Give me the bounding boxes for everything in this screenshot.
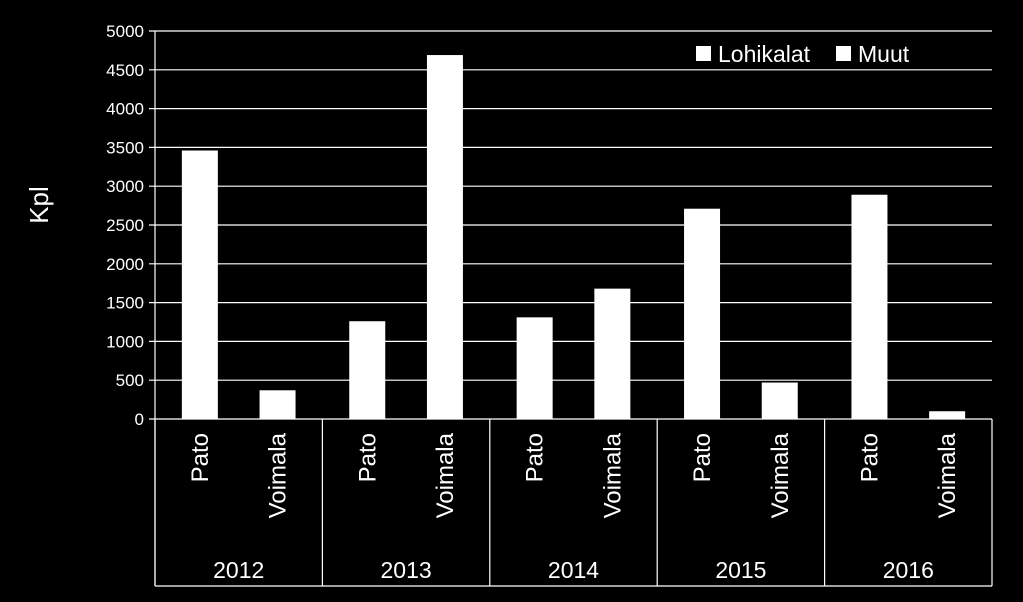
y-tick-label: 3500 bbox=[106, 138, 144, 157]
y-tick-label: 4500 bbox=[106, 61, 144, 80]
x-subcategory-label: Pato bbox=[522, 433, 549, 482]
y-axis-title: Kpl bbox=[24, 186, 54, 224]
x-group-label: 2015 bbox=[715, 557, 766, 583]
bar-lohikalat bbox=[516, 317, 553, 419]
legend: Lohikalat Muut bbox=[696, 41, 910, 67]
y-tick-label: 5000 bbox=[106, 22, 144, 41]
y-tick-label: 2000 bbox=[106, 255, 144, 274]
legend-swatch bbox=[696, 46, 711, 61]
x-subcategory-label: Pato bbox=[689, 433, 716, 482]
x-group-label: 2013 bbox=[381, 557, 432, 583]
y-tick-label: 1500 bbox=[106, 294, 144, 313]
x-subcategory-label: Voimala bbox=[265, 432, 292, 518]
x-subcategory-label: Pato bbox=[856, 433, 883, 482]
x-group-label: 2014 bbox=[548, 557, 599, 583]
bar-muut bbox=[761, 382, 798, 419]
y-tick-label: 500 bbox=[116, 371, 144, 390]
y-tick-label: 1000 bbox=[106, 332, 144, 351]
bar-lohikalat bbox=[684, 208, 721, 419]
x-subcategory-label: Voimala bbox=[599, 432, 626, 518]
y-tick-label: 3000 bbox=[106, 177, 144, 196]
bar-lohikalat bbox=[181, 150, 218, 419]
y-tick-label: 0 bbox=[135, 410, 144, 429]
legend-swatch bbox=[836, 46, 851, 61]
x-subcategory-label: Voimala bbox=[432, 432, 459, 518]
gridlines bbox=[149, 30, 992, 420]
x-subcategory-label: Pato bbox=[354, 433, 381, 482]
bar-muut bbox=[426, 55, 463, 419]
bar-lohikalat bbox=[851, 194, 888, 419]
tick-labels: 0 500 1000 1500 2000 2500 3000 3500 4000 4500 5000… bbox=[106, 22, 961, 583]
x-group-label: 2012 bbox=[213, 557, 264, 583]
legend-label: Muut bbox=[858, 41, 910, 67]
bar-muut bbox=[259, 390, 296, 419]
bar-lohikalat bbox=[349, 321, 386, 419]
y-tick-label: 2500 bbox=[106, 216, 144, 235]
x-subcategory-label: Voimala bbox=[767, 432, 794, 518]
bar-muut bbox=[594, 288, 631, 419]
legend-label: Lohikalat bbox=[718, 41, 811, 67]
axes bbox=[154, 31, 993, 587]
bars bbox=[181, 55, 966, 419]
y-tick-label: 4000 bbox=[106, 100, 144, 119]
bar-muut bbox=[929, 411, 966, 419]
x-group-label: 2016 bbox=[883, 557, 934, 583]
x-subcategory-label: Voimala bbox=[934, 432, 961, 518]
x-subcategory-label: Pato bbox=[187, 433, 214, 482]
